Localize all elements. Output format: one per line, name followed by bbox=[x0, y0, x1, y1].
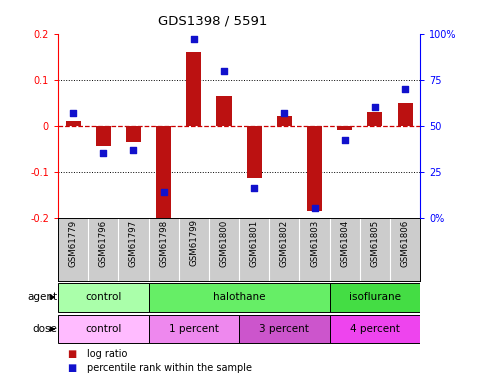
Text: 4 percent: 4 percent bbox=[350, 324, 400, 334]
Text: GSM61798: GSM61798 bbox=[159, 219, 168, 267]
Text: dose: dose bbox=[32, 324, 57, 334]
Bar bbox=[330, 315, 420, 344]
Bar bbox=[368, 112, 383, 126]
Point bbox=[99, 150, 107, 156]
Point bbox=[281, 110, 288, 116]
Text: ■: ■ bbox=[68, 350, 77, 359]
Text: GSM61805: GSM61805 bbox=[370, 219, 380, 267]
Text: 1 percent: 1 percent bbox=[169, 324, 219, 334]
Bar bbox=[337, 126, 352, 130]
Point bbox=[129, 147, 137, 153]
Point bbox=[371, 104, 379, 110]
Bar bbox=[186, 52, 201, 126]
Text: GSM61806: GSM61806 bbox=[400, 219, 410, 267]
Bar bbox=[58, 315, 149, 344]
Bar bbox=[58, 283, 149, 312]
Point bbox=[190, 36, 198, 42]
Text: halothane: halothane bbox=[213, 292, 265, 302]
Point bbox=[160, 189, 168, 195]
Bar bbox=[216, 96, 231, 126]
Text: ■: ■ bbox=[68, 363, 77, 373]
Bar bbox=[247, 126, 262, 178]
Text: GDS1398 / 5591: GDS1398 / 5591 bbox=[158, 15, 267, 28]
Bar bbox=[96, 126, 111, 146]
Text: isoflurane: isoflurane bbox=[349, 292, 401, 302]
Bar bbox=[277, 117, 292, 126]
Text: 3 percent: 3 percent bbox=[259, 324, 309, 334]
Text: GSM61803: GSM61803 bbox=[310, 219, 319, 267]
Point bbox=[250, 185, 258, 191]
Text: GSM61800: GSM61800 bbox=[219, 219, 228, 267]
Point bbox=[341, 137, 349, 143]
Bar bbox=[330, 283, 420, 312]
Text: percentile rank within the sample: percentile rank within the sample bbox=[87, 363, 252, 373]
Text: GSM61801: GSM61801 bbox=[250, 219, 259, 267]
Bar bbox=[149, 283, 330, 312]
Text: agent: agent bbox=[27, 292, 57, 302]
Text: GSM61804: GSM61804 bbox=[340, 219, 349, 267]
Bar bbox=[149, 315, 239, 344]
Text: GSM61799: GSM61799 bbox=[189, 219, 199, 266]
Bar bbox=[126, 126, 141, 142]
Text: control: control bbox=[85, 292, 121, 302]
Point bbox=[69, 110, 77, 116]
Bar bbox=[239, 315, 330, 344]
Bar bbox=[156, 126, 171, 220]
Text: control: control bbox=[85, 324, 121, 334]
Text: log ratio: log ratio bbox=[87, 350, 128, 359]
Text: GSM61796: GSM61796 bbox=[99, 219, 108, 267]
Text: GSM61797: GSM61797 bbox=[129, 219, 138, 267]
Bar bbox=[398, 103, 412, 126]
Point bbox=[220, 68, 228, 74]
Bar bbox=[66, 121, 81, 126]
Text: GSM61802: GSM61802 bbox=[280, 219, 289, 267]
Point bbox=[311, 206, 318, 212]
Point bbox=[401, 86, 409, 92]
Bar bbox=[307, 126, 322, 211]
Text: GSM61779: GSM61779 bbox=[69, 219, 78, 267]
